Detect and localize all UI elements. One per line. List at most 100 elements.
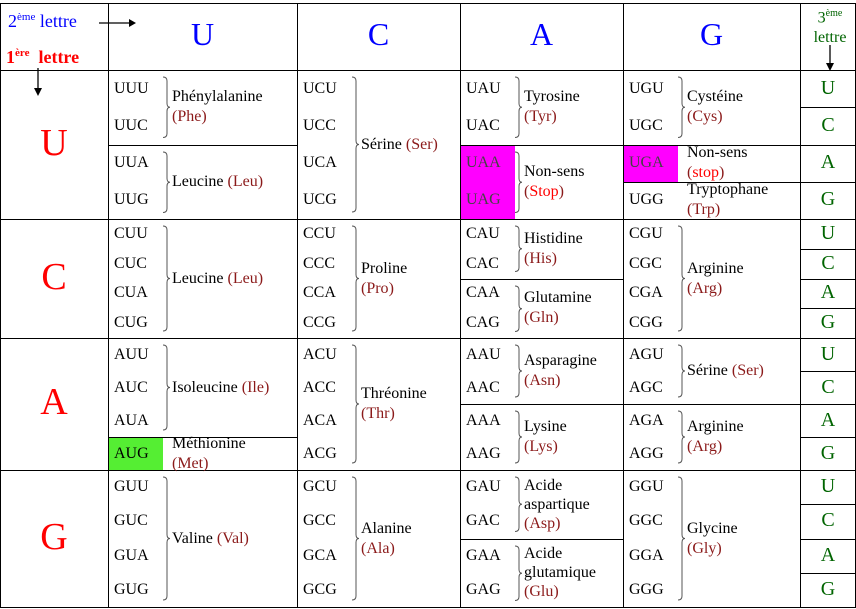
grid-line [800,404,855,405]
amino-acid-label: Sérine (Ser) [361,135,438,155]
amino-acid-abbr: (Ile) [241,378,270,396]
amino-acid-name: Sérine [687,362,728,379]
codon-ggc: GGC [629,512,663,530]
amino-acid-name: Acide aspartique [524,476,590,513]
amino-acid-label: Asparagine (Asn) [524,351,597,391]
brace-icon [514,410,522,464]
codon-cca: CCA [303,284,336,302]
amino-acid-name: Arginine [687,259,744,277]
grid-line [800,572,855,574]
codon-aua: AUA [114,411,149,429]
amino-acid-abbr: (Ala) [361,539,395,557]
column-header-g: G [699,16,724,52]
arrow-down-icon [826,45,834,71]
grid-line [800,371,855,372]
amino-acid-abbr: (Gly) [687,539,722,557]
amino-acid-name: Arginine [687,418,744,435]
brace-icon [351,476,359,601]
third-letter-a: A [820,281,836,304]
codon-cag: CAG [466,314,500,332]
amino-acid-label: Sérine (Ser) [687,361,764,381]
amino-acid-label: Tyrosine (Tyr) [524,87,580,127]
amino-acid-name: Leucine [172,172,224,190]
third-letter-g: G [820,441,836,464]
grid-line [800,107,855,109]
codon-ccu: CCU [303,224,336,242]
codon-uuc: UUC [114,116,148,134]
amino-acid-label: Non-sens (stop) [687,143,747,183]
third-letter-g: G [820,577,836,600]
codon-uuu: UUU [114,79,149,97]
brace-icon [514,285,522,332]
brace-icon [162,476,170,601]
amino-acid-name: Histidine [524,229,583,247]
codon-agu: AGU [629,345,664,363]
amino-acid-name: Glycine [687,519,738,537]
amino-acid-abbr: (stop) [687,164,725,182]
grid-line [460,144,623,146]
codon-ggg: GGG [629,580,664,598]
grid-line [623,181,800,183]
amino-acid-name: Leucine [172,269,224,287]
grid-line [800,3,801,608]
amino-acid-abbr: (Cys) [687,108,723,126]
codon-uac: UAC [466,116,500,134]
grid-line [800,504,855,506]
codon-aga: AGA [629,411,664,429]
codon-gua: GUA [114,546,149,564]
codon-acu: ACU [303,345,337,363]
amino-acid-label: Leucine (Leu) [172,172,263,192]
grid-line [297,3,298,608]
third-letter-a: A [820,408,836,431]
amino-acid-name: Méthionine [172,434,246,452]
grid-line [460,404,623,405]
codon-aau: AAU [466,345,501,363]
codon-guu: GUU [114,478,149,496]
amino-acid-abbr: (Met) [172,454,209,472]
grid-line [108,437,297,438]
codon-gug: GUG [114,580,149,598]
amino-acid-name: Phénylalanine [172,88,263,106]
codon-uca: UCA [303,154,337,172]
arrow-down-icon [34,68,42,96]
codon-aag: AAG [466,444,501,462]
amino-acid-abbr: (Lys) [524,438,558,455]
codon-highlight-stop [461,145,515,219]
amino-acid-abbr: (Asn) [524,372,561,389]
amino-acid-label: Phénylalanine (Phe) [172,87,263,127]
codon-ucg: UCG [303,191,337,209]
brace-icon [514,476,522,532]
brace-icon [514,225,522,272]
codon-gcu: GCU [303,478,337,496]
codon-uga: UGA [629,154,664,172]
codon-aaa: AAA [466,411,501,429]
grid-line [0,3,855,4]
amino-acid-abbr: (Trp) [687,201,721,219]
amino-acid-name: Valine [172,529,213,547]
amino-acid-abbr: (Asp) [524,514,561,532]
grid-line [800,437,855,438]
grid-line [108,144,297,146]
codon-gca: GCA [303,546,337,564]
codon-ggu: GGU [629,478,664,496]
codon-aac: AAC [466,378,500,396]
amino-acid-abbr: (Ser) [405,135,438,153]
amino-acid-label: Proline (Pro) [361,259,407,299]
codon-agg: AGG [629,444,664,462]
grid-line [623,404,800,405]
codon-highlight-stop [624,145,678,182]
amino-acid-name: Non-sens [524,162,585,180]
brace-icon [351,344,359,464]
amino-acid-abbr: (His) [524,249,557,267]
amino-acid-name: Acide glutamique [524,545,596,582]
amino-acid-name: Glutamine [524,289,592,307]
codon-ucc: UCC [303,116,336,134]
grid-line [800,248,855,250]
amino-acid-label: Méthionine (Met) [172,434,246,474]
codon-aca: ACA [303,411,337,429]
grid-line [460,538,623,540]
brace-icon [677,476,685,601]
amino-acid-name: Proline [361,259,408,277]
brace-icon [677,410,685,464]
